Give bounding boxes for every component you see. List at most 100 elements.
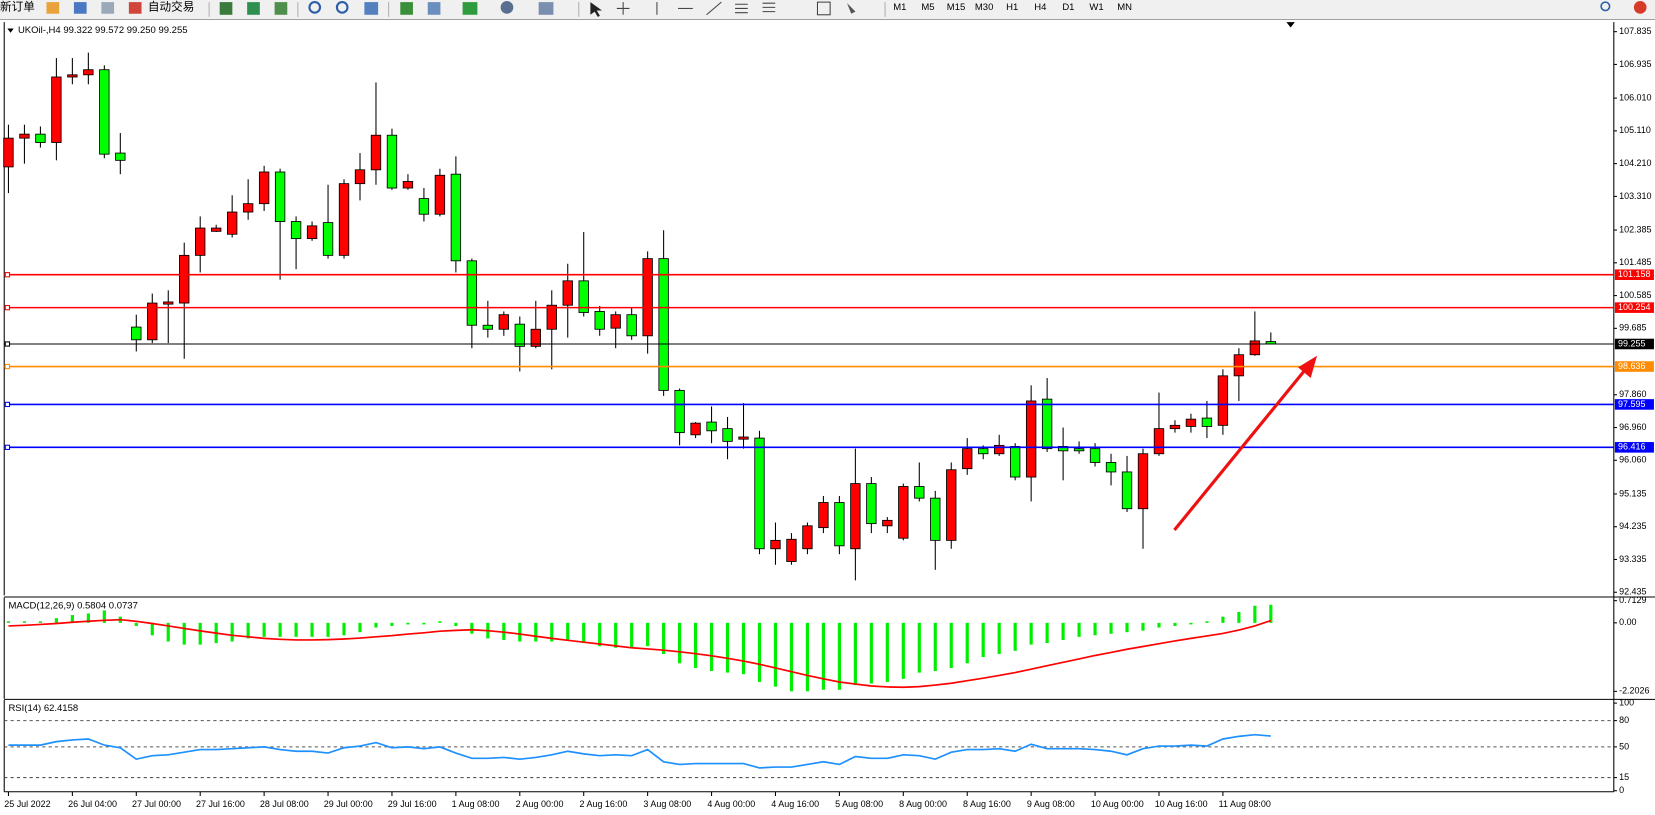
candle-body [338, 183, 350, 256]
templates-icon[interactable] [538, 2, 554, 15]
timeframe-button[interactable]: D1 [1062, 2, 1074, 13]
macd-bar [406, 622, 410, 625]
macd-bar [1141, 622, 1145, 631]
macd-bar [1253, 605, 1257, 623]
timeframe-button[interactable]: M30 [975, 2, 993, 13]
x-tick-label: 8 Aug 00:00 [899, 799, 947, 809]
icon[interactable] [247, 2, 260, 15]
macd-bar [278, 622, 282, 637]
macd-bar [246, 622, 250, 639]
candle-body [258, 171, 270, 205]
icon[interactable] [400, 2, 413, 15]
search-icon[interactable] [1600, 1, 1611, 12]
price-level-tag [1614, 269, 1654, 280]
macd-bar [438, 621, 442, 623]
y-tick-label: 0.7129 [1619, 595, 1646, 605]
fibo-icon[interactable] [762, 2, 776, 13]
crosshair-icon[interactable] [616, 2, 630, 15]
candle-body [914, 486, 925, 499]
candle-body [131, 326, 142, 341]
x-tick-label: 25 Jul 2022 [4, 799, 50, 809]
zoom-in-icon[interactable] [308, 1, 322, 14]
candle-body [834, 502, 845, 547]
channel-icon[interactable] [735, 3, 748, 14]
y-tick-label: 97.860 [1619, 389, 1646, 399]
y-tick-label: 104.210 [1619, 158, 1651, 168]
macd-bar [470, 622, 474, 634]
icon[interactable] [128, 2, 142, 14]
macd-bar [678, 622, 682, 664]
icon[interactable] [73, 2, 87, 14]
x-tick-label: 28 Jul 08:00 [260, 799, 309, 809]
zoom-out-icon[interactable] [335, 1, 349, 14]
candle-body [562, 280, 573, 306]
price-level-tag [1614, 442, 1654, 453]
icon[interactable] [427, 2, 441, 15]
macd-bar [1013, 622, 1017, 651]
x-tick-label: 27 Jul 00:00 [132, 799, 181, 809]
macd-bar [1109, 622, 1113, 634]
macd-bar [390, 622, 394, 626]
auto-trading-button[interactable]: 自动交易 [148, 0, 194, 13]
alert-icon[interactable] [1633, 1, 1647, 14]
icon[interactable] [364, 2, 379, 15]
macd-bar [358, 622, 362, 633]
timeframe-button[interactable]: MN [1117, 2, 1132, 13]
y-tick-label: 92.435 [1619, 587, 1646, 597]
periods-icon[interactable] [500, 1, 514, 14]
label-icon[interactable] [816, 1, 831, 16]
icon[interactable] [274, 2, 288, 15]
x-tick-label: 2 Aug 00:00 [516, 799, 564, 809]
price-level-label: 100.254 [1618, 302, 1650, 312]
candle-body [99, 69, 110, 155]
candle-body [163, 301, 174, 305]
macd-bar [134, 622, 138, 626]
timeframe-button[interactable]: W1 [1089, 2, 1103, 13]
macd-bar [262, 622, 266, 637]
macd-bar [1077, 622, 1081, 637]
macd-signal-line [8, 618, 1272, 689]
macd-bar [70, 615, 74, 623]
toolbar-bg [0, 0, 1655, 20]
x-tick-label: 29 Jul 16:00 [388, 799, 437, 809]
icon[interactable] [101, 2, 115, 14]
candle-body [1105, 462, 1117, 473]
candle-body [450, 173, 462, 262]
cursor-icon[interactable] [590, 2, 603, 17]
timeframe-button[interactable]: M5 [921, 2, 934, 13]
x-tick-label: 4 Aug 00:00 [707, 799, 755, 809]
candle-body [1025, 400, 1037, 478]
macd-bar [821, 622, 825, 690]
indicators-icon[interactable] [462, 2, 478, 15]
price-level-label: 96.416 [1618, 442, 1645, 452]
y-tick-label: -2.2026 [1619, 686, 1649, 696]
x-tick-label: 26 Jul 04:00 [68, 799, 117, 809]
macd-bar [1093, 622, 1097, 636]
timeframe-button[interactable]: M15 [947, 2, 965, 13]
macd-bar [54, 618, 58, 623]
candle-body [51, 76, 62, 143]
macd-bar [757, 622, 762, 682]
plots: 107.835 106.935 106.010 105.110 104.210 103.3… [3, 22, 1655, 809]
candle-body [290, 221, 302, 240]
candle-body [418, 198, 430, 215]
timeframe-button[interactable]: H1 [1006, 2, 1018, 13]
shapes-icon[interactable] [847, 3, 856, 14]
macd-bar [981, 622, 985, 658]
icon[interactable] [219, 2, 233, 15]
y-tick-label: 99.685 [1619, 323, 1646, 333]
y-tick-label: 100 [1619, 697, 1634, 707]
macd-bar [997, 622, 1001, 654]
candle-body [466, 260, 478, 326]
timeframe-bar: M1 M5 M15 M30 H1 H4 D1 W1 MN [893, 2, 1132, 13]
new-order-button[interactable]: 新订单 [0, 0, 35, 13]
candle-body [898, 486, 909, 539]
timeframe-button[interactable]: M1 [893, 2, 906, 13]
icon[interactable] [46, 2, 60, 14]
timeframe-button[interactable]: H4 [1034, 2, 1046, 13]
candle-body [930, 497, 941, 541]
candle-body [83, 69, 94, 76]
candle-body [402, 181, 414, 189]
trendline-icon[interactable] [706, 1, 722, 16]
